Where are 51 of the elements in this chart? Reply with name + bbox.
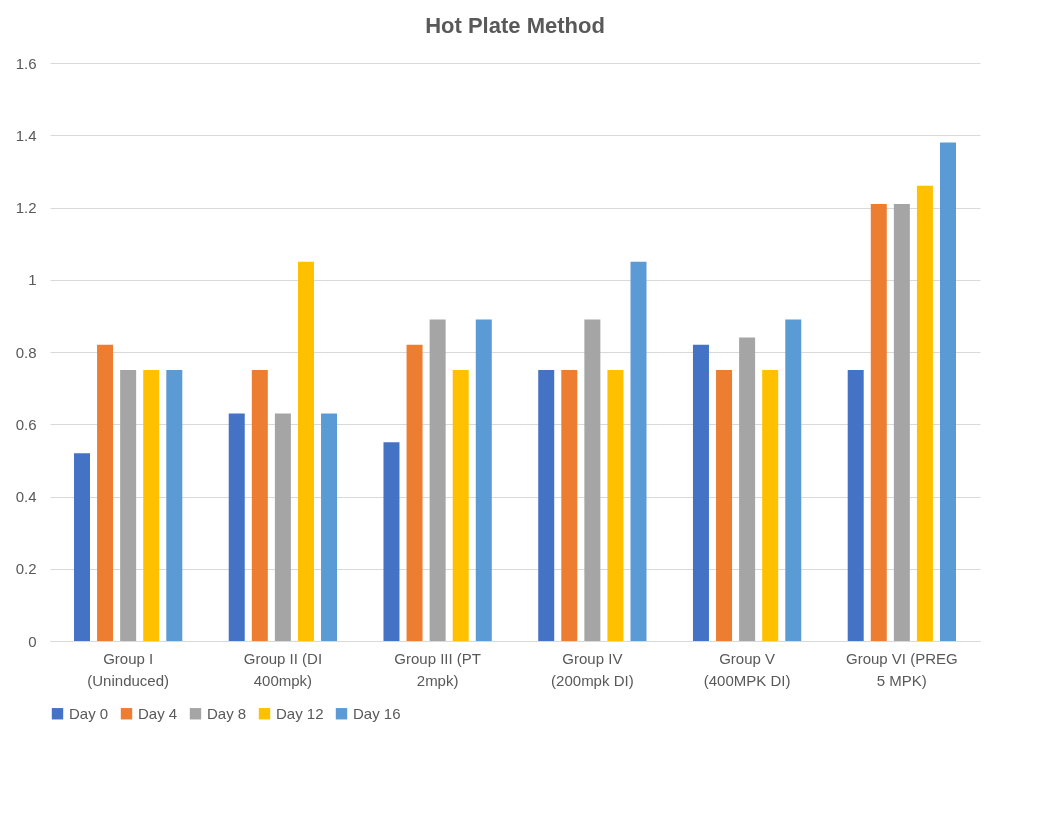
bar: [321, 413, 338, 641]
bar: [630, 261, 647, 641]
bar: [692, 344, 709, 641]
bar: [785, 319, 802, 641]
bar: [452, 370, 469, 641]
bar: [143, 370, 160, 641]
legend-label: Day 4: [138, 704, 178, 722]
bar: [166, 370, 183, 641]
bar: [893, 203, 910, 641]
x-tick-label: Group VI (PREG 5 MPK): [846, 649, 958, 689]
x-tick-label: Group IV (200mpk DI): [551, 649, 634, 689]
bar: [120, 370, 137, 641]
bar: [251, 370, 268, 641]
y-tick-label: 0.2: [15, 560, 37, 578]
bar: [406, 344, 423, 641]
y-tick-label: 0.8: [15, 343, 37, 361]
bar: [429, 319, 446, 641]
chart-title: Hot Plate Method: [425, 13, 605, 38]
y-tick-label: 0: [28, 632, 37, 650]
y-tick-label: 1.6: [15, 54, 37, 72]
legend-label: Day 0: [69, 704, 109, 722]
x-tick-label: Group I (Uninduced): [87, 649, 169, 689]
bar: [97, 344, 114, 641]
y-tick-label: 1.2: [15, 199, 37, 216]
y-tick-label: 0.6: [15, 415, 37, 433]
bar: [607, 370, 624, 641]
bar: [762, 370, 779, 641]
legend-label: Day 16: [353, 704, 401, 722]
bar: [538, 370, 555, 641]
bar: [73, 453, 90, 641]
bar: [297, 261, 314, 641]
bar: [916, 185, 933, 641]
y-tick-label: 1.4: [15, 126, 37, 144]
bar: [228, 413, 245, 641]
bar: [716, 370, 733, 641]
x-tick-label: Group V (400MPK DI): [703, 649, 791, 689]
legend-label: Day 8: [207, 704, 247, 722]
y-tick-label: 0.4: [15, 488, 37, 505]
bar: [561, 370, 578, 641]
x-tick-label: Group III (PT 2mpk): [394, 649, 481, 689]
y-tick-label: 1: [28, 271, 37, 289]
legend-label: Day 12: [276, 704, 324, 722]
bar: [870, 203, 887, 641]
bar: [739, 337, 756, 641]
bar: [383, 442, 400, 641]
bar: [847, 370, 864, 641]
bar: [274, 413, 291, 641]
x-tick-label: Group II (DI 400mpk): [243, 649, 323, 689]
bar: [940, 142, 957, 641]
bar: [475, 319, 492, 641]
bar: [584, 319, 601, 641]
